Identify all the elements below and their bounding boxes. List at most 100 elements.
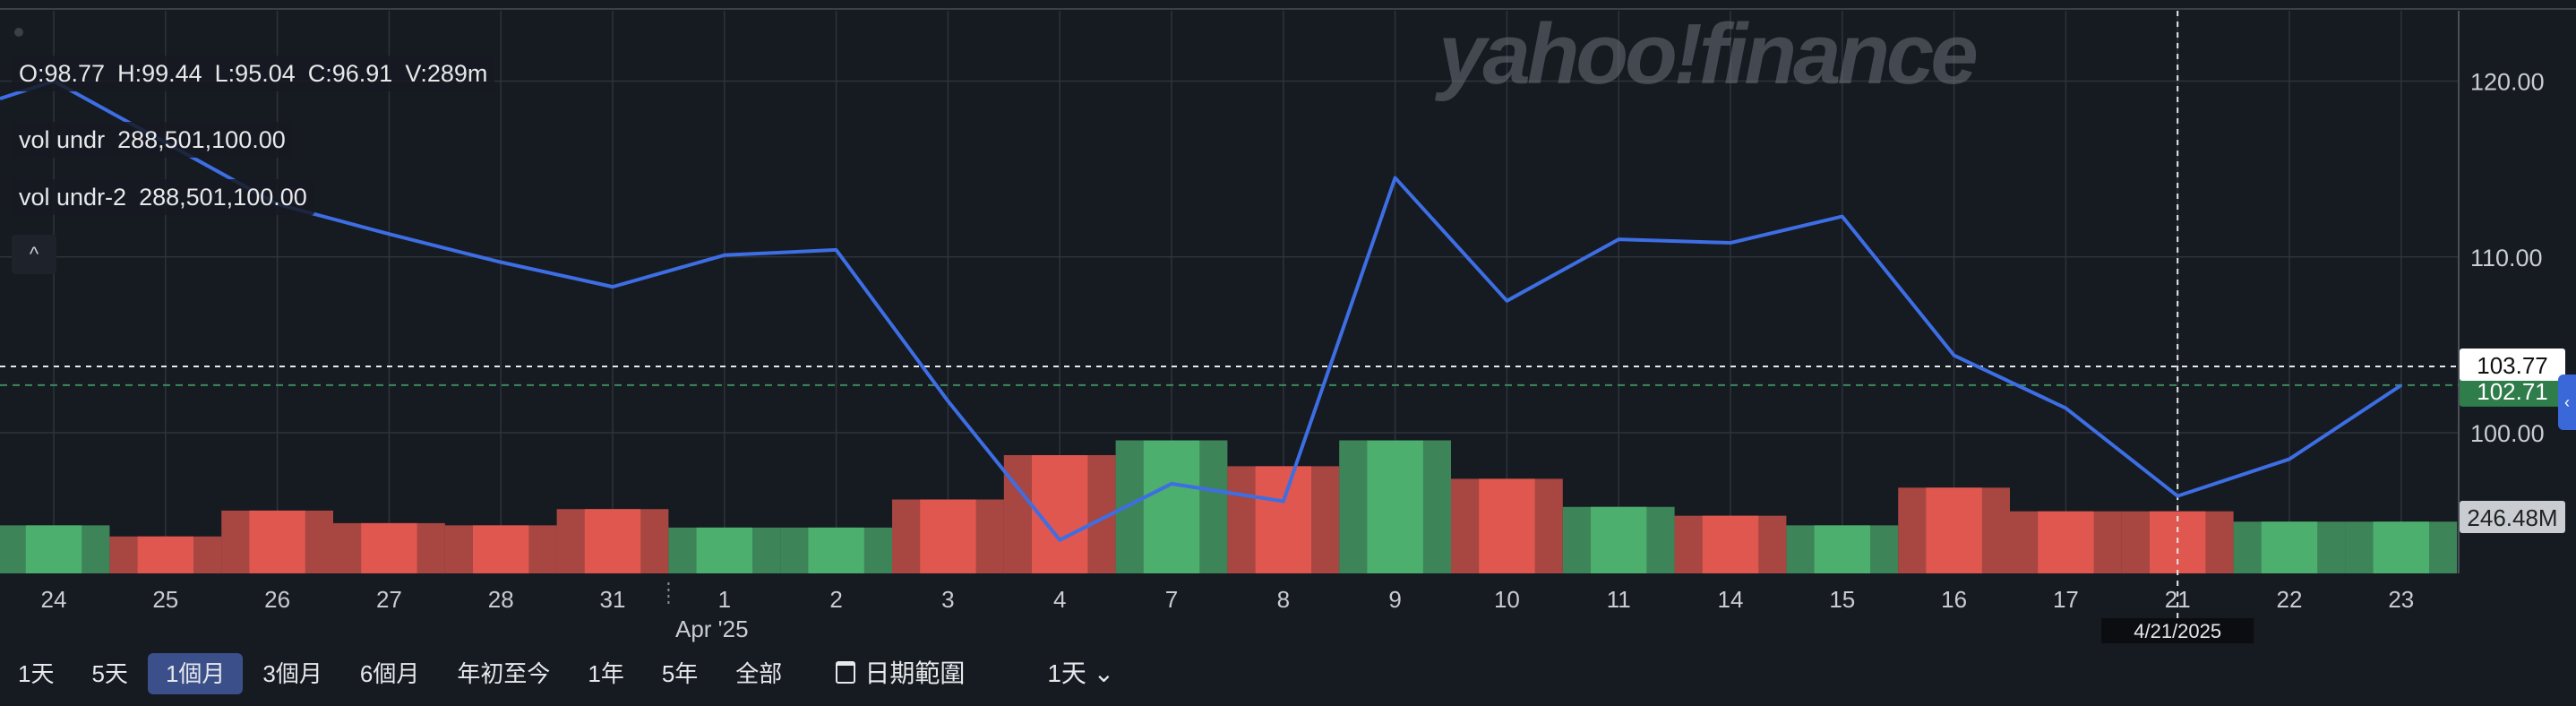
volume-bar-core bbox=[249, 510, 305, 573]
volume-tag-box bbox=[2460, 501, 2565, 533]
x-tick-label: 1 bbox=[718, 586, 731, 613]
indicator-vol-undr-2[interactable]: vol undr-2 288,501,100.00 bbox=[12, 179, 314, 215]
volume-tag-text: 246.48M bbox=[2467, 504, 2557, 531]
volume-bar bbox=[1786, 525, 1899, 573]
x-tick-label: 28 bbox=[488, 586, 514, 613]
x-tick-label: 4 bbox=[1053, 586, 1066, 613]
previous-close-tag-box bbox=[2460, 374, 2565, 407]
volume-bar bbox=[2233, 521, 2346, 573]
month-label: Apr '25 bbox=[675, 616, 749, 642]
y-tick-label: 110.00 bbox=[2470, 245, 2543, 271]
x-tick-label: 10 bbox=[1494, 586, 1520, 613]
volume-bar bbox=[444, 525, 557, 573]
volume-bar-core bbox=[2261, 521, 2318, 573]
high-value: H:99.44 bbox=[117, 60, 202, 87]
volume-bar-core bbox=[808, 527, 864, 573]
x-tick-label: 11 bbox=[1607, 586, 1631, 613]
indicator-name: vol undr-2 bbox=[19, 184, 127, 211]
volume-value: V:289m bbox=[405, 60, 488, 87]
volume-bar-core bbox=[361, 522, 417, 573]
y-tick-label: 100.00 bbox=[2470, 420, 2545, 447]
range-5y[interactable]: 5年 bbox=[661, 660, 699, 687]
x-tick-label: 23 bbox=[2388, 586, 2414, 613]
x-tick-label: 16 bbox=[1941, 586, 1967, 613]
volume-bar bbox=[556, 509, 669, 573]
volume-bar bbox=[668, 527, 781, 573]
volume-bar bbox=[1451, 478, 1563, 573]
volume-bar-core bbox=[1926, 487, 1982, 573]
x-tick-label: 2 bbox=[829, 586, 842, 613]
y-tick-label: 120.00 bbox=[2470, 69, 2545, 96]
volume-bar bbox=[892, 499, 1004, 573]
range-ytd[interactable]: 年初至今 bbox=[457, 660, 551, 687]
yahoo-finance-watermark: yahoo!finance bbox=[1438, 6, 1979, 102]
volume-bar bbox=[1115, 440, 1228, 573]
volume-bar-core bbox=[25, 525, 82, 573]
range-1y[interactable]: 1年 bbox=[588, 660, 624, 687]
volume-bar bbox=[1003, 455, 1116, 573]
volume-bar-core bbox=[1255, 466, 1311, 573]
volume-bar-core bbox=[1367, 440, 1423, 573]
indicator-vol-undr[interactable]: vol undr 288,501,100.00 bbox=[12, 122, 293, 158]
crosshair-date-box bbox=[2101, 618, 2254, 643]
last-price-tag: 103.77 bbox=[2460, 349, 2565, 382]
indicator-name: vol undr bbox=[19, 126, 106, 153]
volume-bar-core bbox=[1591, 506, 1647, 573]
close-value: C:96.91 bbox=[307, 60, 393, 87]
previous-close-tag: 102.71 bbox=[2460, 374, 2565, 407]
x-tick-label: 26 bbox=[264, 586, 290, 613]
side-panel-toggle[interactable]: ‹ bbox=[2558, 375, 2576, 430]
x-tick-label: 24 bbox=[41, 586, 67, 613]
indicator-value: 288,501,100.00 bbox=[139, 184, 307, 211]
x-tick-label: 25 bbox=[152, 586, 178, 613]
x-tick-label: 21 bbox=[2165, 586, 2191, 613]
status-dot bbox=[14, 28, 23, 37]
range-6m[interactable]: 6個月 bbox=[359, 660, 420, 687]
volume-bar bbox=[1898, 487, 2010, 573]
volume-bar bbox=[221, 510, 333, 573]
interval-dropdown[interactable]: 1天 ⌄ bbox=[1047, 659, 1115, 687]
volume-bar bbox=[1339, 440, 1451, 573]
volume-bar bbox=[109, 536, 222, 573]
volume-bar-core bbox=[473, 525, 529, 573]
volume-bar-core bbox=[2038, 511, 2094, 573]
x-tick-label: 8 bbox=[1277, 586, 1290, 613]
date-range-label: 日期範圍 bbox=[864, 659, 966, 687]
collapse-indicators-button[interactable]: ^ bbox=[12, 235, 56, 274]
x-tick-label: 7 bbox=[1165, 586, 1178, 613]
range-3m[interactable]: 3個月 bbox=[262, 660, 322, 687]
volume-bar bbox=[333, 522, 445, 573]
volume-bar bbox=[1562, 506, 1675, 573]
range-1m[interactable]: 1個月 bbox=[147, 653, 244, 694]
volume-bar-core bbox=[1814, 525, 1870, 573]
volume-bar-core bbox=[696, 527, 752, 573]
volume-bar bbox=[2010, 511, 2122, 573]
calendar-icon bbox=[836, 661, 856, 684]
volume-bar-core bbox=[137, 536, 193, 573]
x-tick-label: 3 bbox=[941, 586, 954, 613]
range-1d[interactable]: 1天 bbox=[18, 660, 55, 687]
range-5d[interactable]: 5天 bbox=[91, 660, 128, 687]
x-tick-label: 22 bbox=[2277, 586, 2303, 613]
volume-bar-core bbox=[1702, 515, 1759, 573]
crosshair-date-tag: 4/21/2025 bbox=[2101, 618, 2254, 643]
x-tick-label: 14 bbox=[1718, 586, 1744, 613]
date-range-button[interactable]: 日期範圍 bbox=[818, 653, 983, 694]
x-tick-label: 17 bbox=[2053, 586, 2079, 613]
volume-bar bbox=[780, 527, 892, 573]
price-line bbox=[0, 79, 2402, 542]
volume-bar bbox=[0, 525, 110, 573]
volume-bar bbox=[2345, 521, 2458, 573]
ohlcv-legend: O:98.77 H:99.44 L:95.04 C:96.91 V:289m bbox=[12, 56, 495, 91]
range-all[interactable]: 全部 bbox=[735, 660, 783, 687]
volume-bar-core bbox=[920, 499, 976, 573]
crosshair-date-text: 4/21/2025 bbox=[2134, 620, 2221, 642]
previous-close-tag-text: 102.71 bbox=[2477, 378, 2548, 405]
indicator-value: 288,501,100.00 bbox=[117, 126, 286, 153]
volume-bar-core bbox=[2373, 521, 2429, 573]
volume-bar bbox=[1227, 466, 1340, 573]
volume-bar-core bbox=[584, 509, 641, 573]
last-price-tag-text: 103.77 bbox=[2477, 352, 2548, 379]
volume-bar-core bbox=[1143, 440, 1200, 573]
